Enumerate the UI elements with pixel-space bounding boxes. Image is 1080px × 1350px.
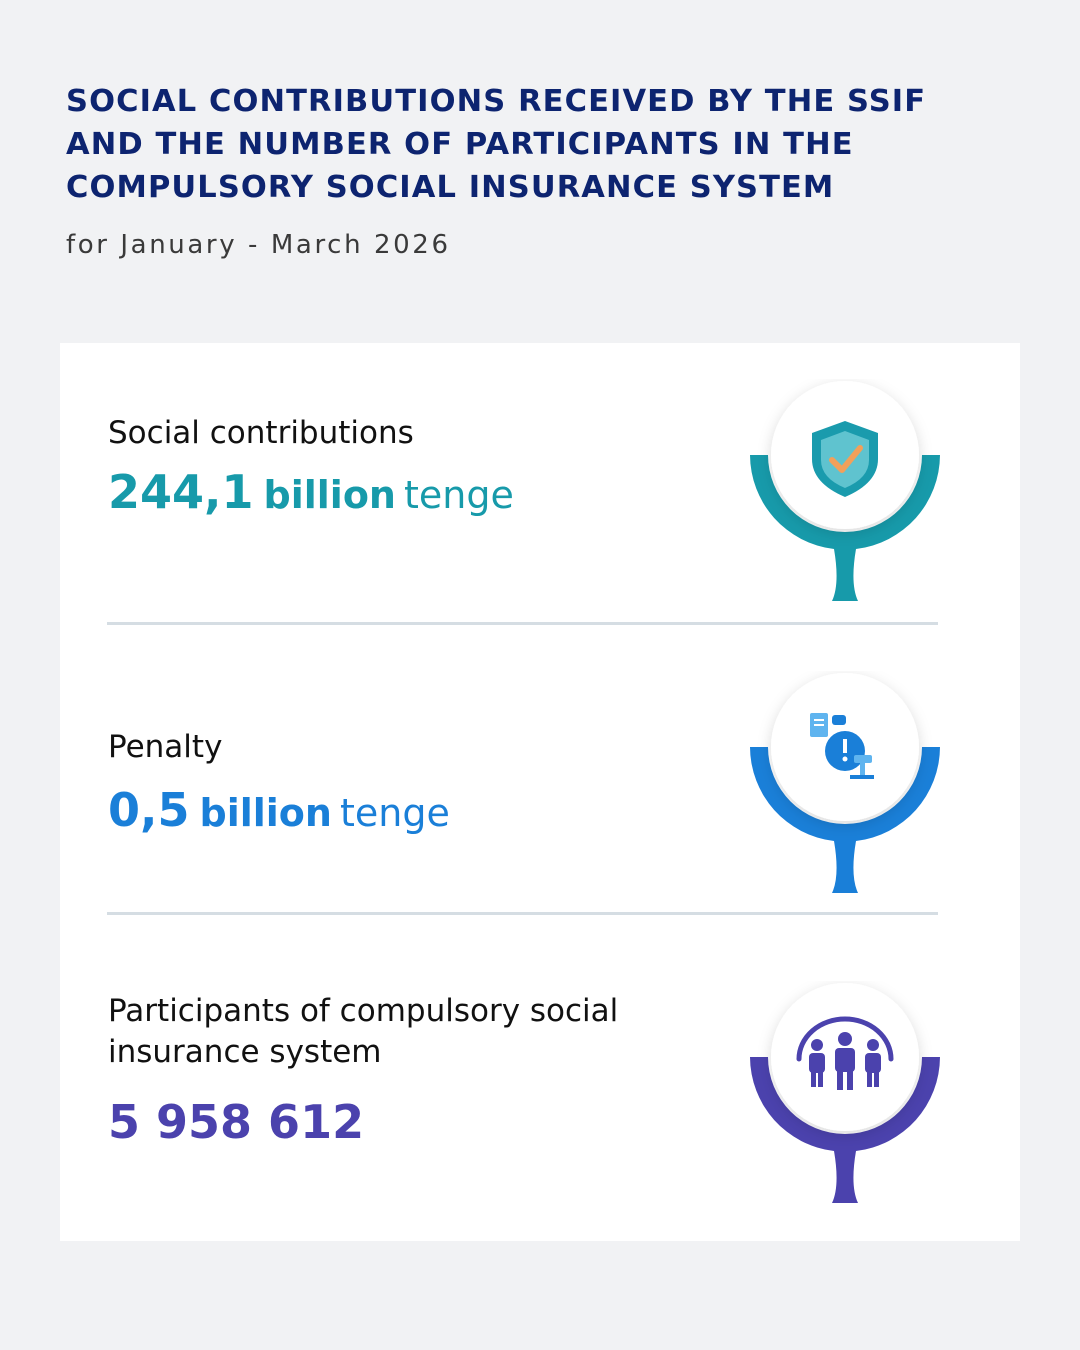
stat-value: 5 958 612 [108, 1095, 364, 1149]
goblet-teal [750, 381, 940, 601]
period-subtitle: for January - March 2026 [66, 230, 451, 260]
title-line-3: COMPULSORY SOCIAL INSURANCE SYSTEM [66, 170, 835, 205]
title-line-2: AND THE NUMBER OF PARTICIPANTS IN THE [66, 127, 854, 162]
stat-unit: billion [199, 791, 332, 835]
stats-card: Social contributions 244,1 billion tenge P… [60, 343, 1020, 1241]
stat-label: Penalty [108, 729, 223, 765]
stat-label: Social contributions [108, 415, 414, 451]
divider [107, 622, 938, 625]
divider [107, 912, 938, 915]
stat-currency: tenge [403, 473, 514, 517]
goblet-purple [750, 983, 940, 1203]
stat-number: 0,5 [108, 783, 190, 837]
stat-unit: billion [263, 473, 396, 517]
stat-value: 0,5 billion tenge [108, 783, 450, 837]
stat-value: 244,1 billion tenge [108, 465, 514, 519]
stat-number: 5 958 612 [108, 1095, 365, 1149]
stat-currency: tenge [339, 791, 450, 835]
people-group-icon [796, 1016, 894, 1090]
page-title: SOCIAL CONTRIBUTIONS RECEIVED BY THE SSI… [66, 80, 1006, 209]
goblet-blue [750, 673, 940, 893]
shield-check-icon [812, 421, 878, 497]
title-line-1: SOCIAL CONTRIBUTIONS RECEIVED BY THE SSI… [66, 84, 927, 119]
stat-label: Participants of compulsory social insura… [108, 993, 619, 1070]
stat-number: 244,1 [108, 465, 254, 519]
money-bag-gavel-icon [810, 713, 874, 779]
